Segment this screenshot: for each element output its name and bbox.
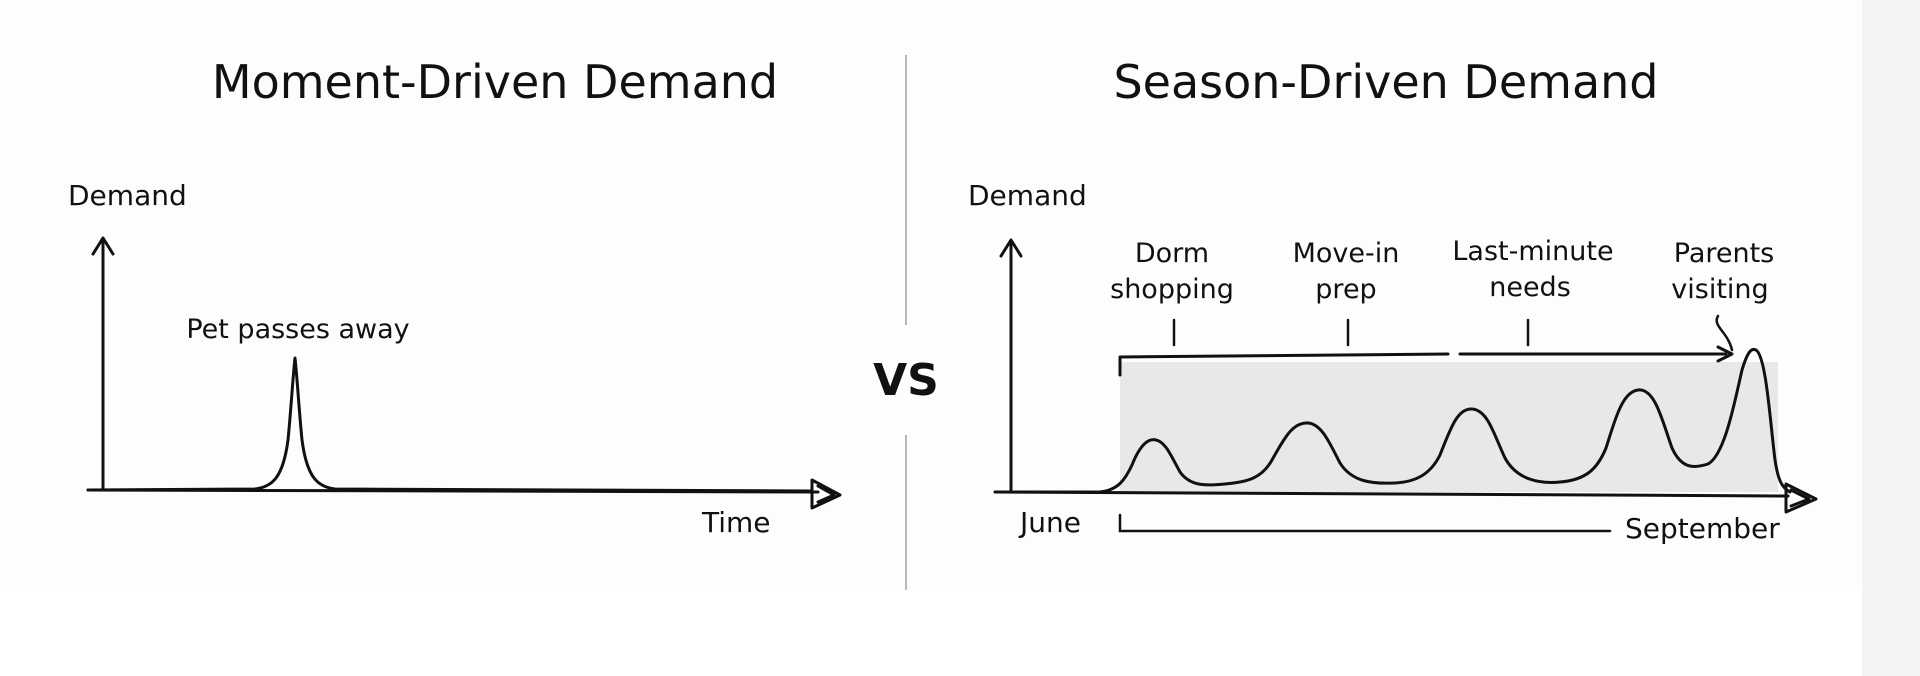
season-bracket-left [1118,352,1450,377]
vs-label: VS [873,355,939,406]
left-y-axis-arrowhead [91,236,115,256]
season-shaded-region [1120,362,1778,492]
right-x-axis-arrowhead [1784,482,1818,514]
moment-demand-curve [86,356,814,493]
phase-label-3-line2: needs [1489,272,1571,303]
phase-label-4-line1: Parents [1674,238,1775,269]
left-y-axis-label: Demand [68,179,187,212]
diagram-canvas: Moment-Driven Demand Demand Time Pet pas… [68,55,1818,590]
right-y-axis-label: Demand [968,179,1087,212]
right-y-axis-arrowhead [999,238,1023,258]
spike-annotation: Pet passes away [186,314,409,345]
diagram-svg: Moment-Driven Demand Demand Time Pet pas… [68,55,1818,590]
range-end-label: September [1625,512,1780,545]
left-x-axis-label: Time [701,506,771,539]
right-x-axis-line [995,490,1790,498]
phase-tick-4 [1715,314,1734,352]
left-panel-title: Moment-Driven Demand [212,55,778,109]
season-demand-curve [993,347,1792,494]
phase-label-1-line2: shopping [1110,274,1234,305]
phase-label-2-line1: Move-in [1293,238,1400,269]
comparison-separator: VS [873,55,939,590]
season-range-bracket [1118,513,1612,533]
range-start-label: June [1018,506,1081,539]
moment-driven-panel: Moment-Driven Demand Demand Time Pet pas… [68,55,842,539]
right-panel-title: Season-Driven Demand [1113,55,1658,109]
season-driven-panel: Season-Driven Demand Demand [968,55,1818,545]
phase-label-2-line2: prep [1315,274,1376,305]
phase-label-3-line1: Last-minute [1452,236,1613,267]
right-gutter [1862,0,1920,676]
season-bracket-arrowhead [1716,345,1734,363]
left-x-axis-arrowhead [810,478,842,510]
phase-label-1-line1: Dorm [1135,238,1209,269]
phase-label-4-line2: visiting [1671,274,1768,305]
